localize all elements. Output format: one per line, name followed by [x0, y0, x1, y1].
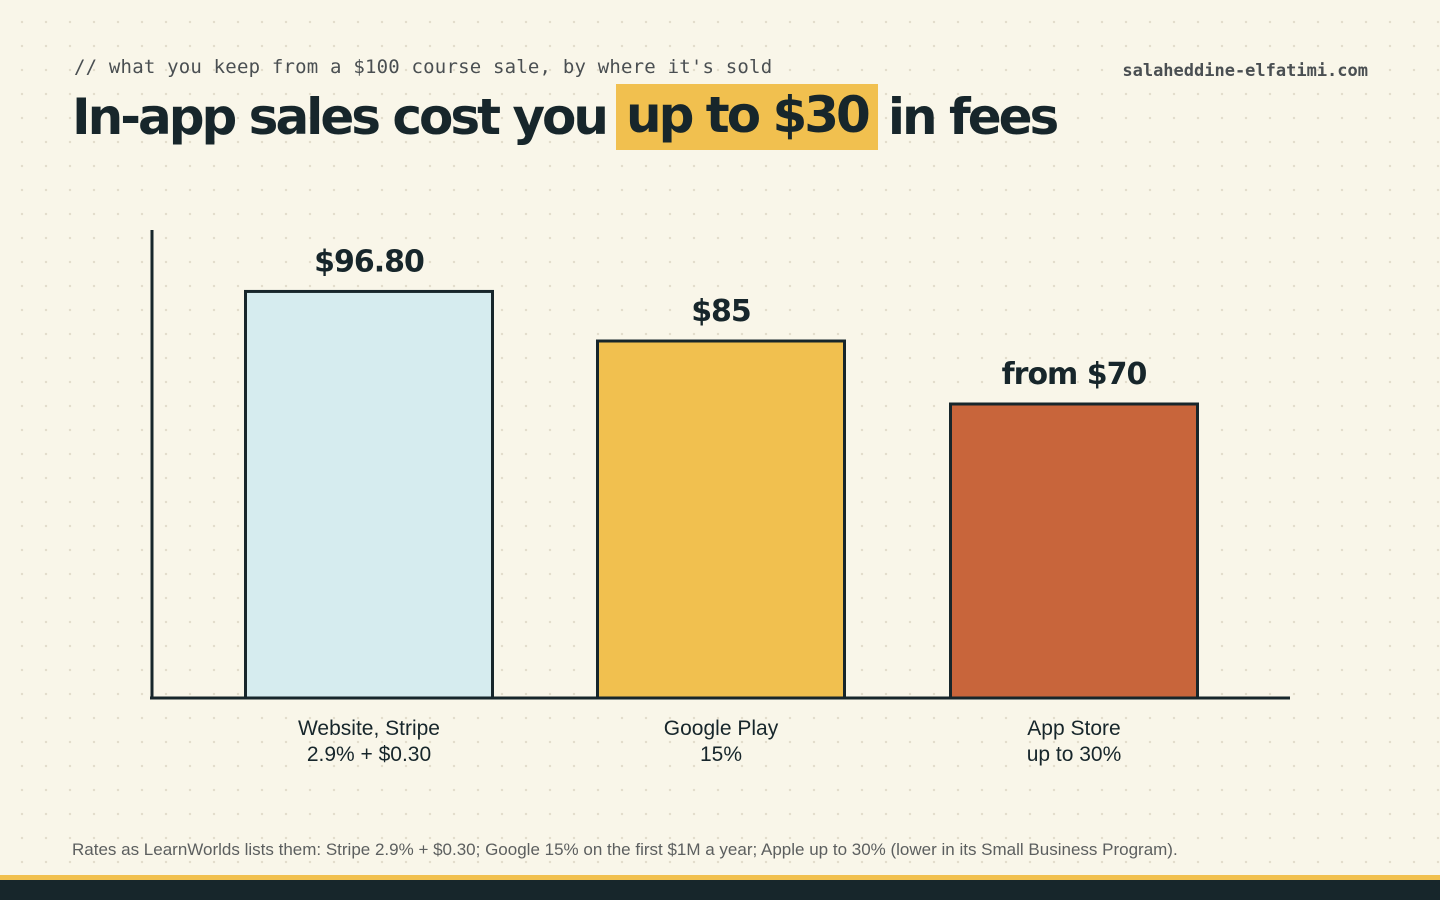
category-label-1: Google Play	[664, 717, 779, 740]
chart-title: In-app sales cost you up to $30 in fees	[72, 84, 1059, 150]
site-url: salaheddine-elfatimi.com	[1122, 61, 1368, 81]
category-sublabel-1: 15%	[700, 743, 742, 766]
bottom-bar	[0, 875, 1440, 900]
bar-chart: $96.80 Website, Stripe 2.9% + $0.30 $85 Goog…	[150, 230, 1290, 766]
bars-group: $96.80 Website, Stripe 2.9% + $0.30 $85 Goog…	[244, 244, 1199, 766]
title-before: In-app sales cost you	[72, 88, 609, 146]
value-label-2: from $70	[1002, 357, 1147, 392]
bar-0	[244, 289, 494, 700]
bar-1	[596, 339, 846, 700]
title-after: in fees	[887, 88, 1059, 146]
bar-2	[949, 402, 1199, 700]
value-label-1: $85	[691, 294, 751, 329]
value-label-0: $96.80	[314, 244, 424, 279]
category-sublabel-2: up to 30%	[1027, 743, 1122, 766]
title-highlight: up to $30	[616, 84, 878, 150]
category-label-2: App Store	[1027, 717, 1120, 740]
category-sublabel-0: 2.9% + $0.30	[307, 743, 431, 766]
footnote: Rates as LearnWorlds lists them: Stripe …	[72, 840, 1178, 859]
category-label-0: Website, Stripe	[298, 717, 440, 740]
chart-kicker: // what you keep from a $100 course sale…	[74, 56, 773, 78]
